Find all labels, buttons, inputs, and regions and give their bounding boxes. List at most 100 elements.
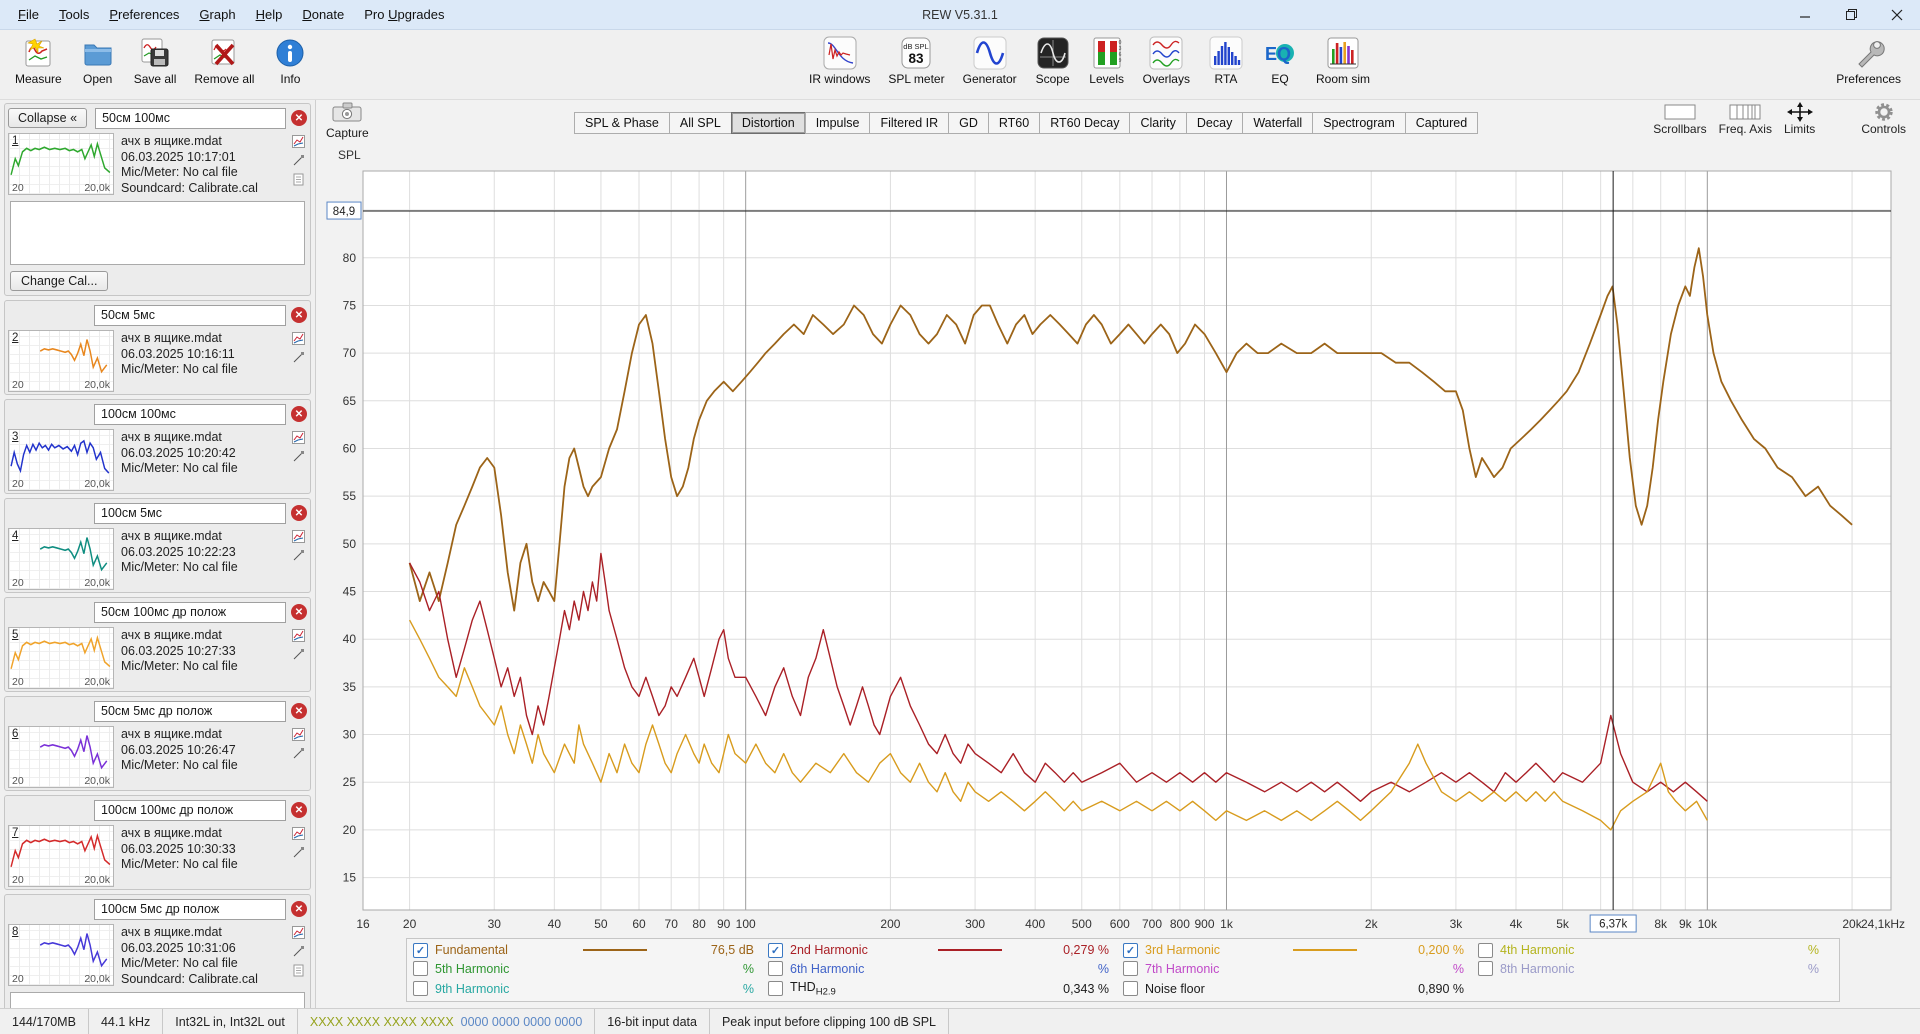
menu-help[interactable]: Help [255,7,283,22]
measurement-thumbnail[interactable]: 7 20 20,0k [8,825,114,887]
notes-doc-icon[interactable] [292,964,305,980]
fundamental-checkbox[interactable]: ✓ [413,942,428,958]
limits-button[interactable]: Limits [1778,100,1821,138]
measurement-name-field[interactable]: 100см 5мс др полож [94,898,286,920]
freq-axis-button[interactable]: Freq. Axis [1713,100,1778,138]
measurement-item[interactable]: 50см 5мс ✕ 2 20 20,0k ачх в ящике.mdat 06.03.2… [4,300,311,395]
tab-clarity[interactable]: Clarity [1129,112,1187,134]
mini-chart-icon[interactable] [292,530,305,546]
remove-all-button[interactable]: Remove all [185,32,263,89]
measurement-item[interactable]: 100см 5мс ✕ 4 20 20,0k ачх в ящике.mdat 06.03.… [4,498,311,593]
measurement-item[interactable]: 100см 100мс ✕ 3 20 20,0k ачх в ящике.mdat 06.0… [4,399,311,494]
measurement-thumbnail[interactable]: 4 20 20,0k [8,528,114,590]
tab-all-spl[interactable]: All SPL [668,112,732,134]
measurement-thumbnail[interactable]: 2 20 20,0k [8,330,114,392]
measurement-item[interactable]: 50см 5мс др полож ✕ 6 20 20,0k ачх в ящике.md… [4,696,311,791]
distortion-chart[interactable]: 80 75 70 65 60 55 50 45 40 35 30 25 20 15 16 20 30 40 50 60… [316,140,1920,940]
tab-spl-phase[interactable]: SPL & Phase [574,112,670,134]
trim-line-icon[interactable] [292,648,305,664]
minimize-button[interactable] [1782,0,1828,29]
mini-chart-icon[interactable] [292,135,305,151]
2nd-harmonic-checkbox[interactable]: ✓ [768,942,783,958]
5th-harmonic-checkbox[interactable] [413,961,428,977]
9th-harmonic-checkbox[interactable] [413,981,428,996]
measurement-name-field[interactable]: 100см 100мс [94,403,286,425]
measurement-name-field[interactable]: 50см 100мс др полож [94,601,286,623]
tab-distortion[interactable]: Distortion [730,112,806,134]
capture-button[interactable]: Capture [326,101,369,140]
measurement-name-field[interactable]: 50см 5мс др полож [94,700,286,722]
6th-harmonic-checkbox[interactable] [768,961,783,977]
7th-harmonic-checkbox[interactable] [1123,961,1138,977]
spl-meter-button[interactable]: dB SPL 83 SPL meter [879,32,953,89]
measurement-item[interactable]: 100см 100мс др полож ✕ 7 20 20,0k ачх в ящике… [4,795,311,890]
save-all-button[interactable]: Save all [125,32,186,89]
trim-line-icon[interactable] [292,747,305,763]
restore-button[interactable] [1828,0,1874,29]
close-button[interactable] [1874,0,1920,29]
tab-waterfall[interactable]: Waterfall [1242,112,1314,134]
measurement-thumbnail[interactable]: 5 20 20,0k [8,627,114,689]
notes-doc-icon[interactable] [292,173,305,189]
tab-spectrogram[interactable]: Spectrogram [1312,112,1406,134]
preferences-button[interactable]: Preferences [1827,32,1910,89]
measurement-notes-field[interactable] [10,201,305,265]
menu-pro-upgrades[interactable]: Pro Upgrades [364,7,445,22]
measurement-thumbnail[interactable]: 3 20 20,0k [8,429,114,491]
tab-gd[interactable]: GD [948,112,989,134]
menu-donate[interactable]: Donate [302,7,345,22]
ir-windows-button[interactable]: IR windows [800,32,879,89]
delete-measurement-icon[interactable]: ✕ [291,110,307,126]
tab-decay[interactable]: Decay [1185,112,1244,134]
overlays-button[interactable]: Overlays [1134,32,1199,89]
scope-button[interactable]: Scope [1026,32,1080,89]
tab-filtered-ir[interactable]: Filtered IR [869,112,950,134]
delete-measurement-icon[interactable]: ✕ [291,505,307,521]
plot-area[interactable] [363,171,1891,910]
measurement-name-field[interactable]: 100см 5мс [94,502,286,524]
mini-chart-icon[interactable] [292,926,305,942]
measurement-item[interactable]: 50см 100мс др полож ✕ 5 20 20,0k ачх в ящике.… [4,597,311,692]
tab-rt60-decay[interactable]: RT60 Decay [1039,112,1131,134]
measurement-name-field[interactable]: 100см 100мс др полож [94,799,286,821]
measurement-notes-field[interactable] [10,992,305,1008]
trim-line-icon[interactable] [292,846,305,862]
trim-line-icon[interactable] [292,154,305,170]
measurement-thumbnail[interactable]: 1 20 20,0k [8,133,114,195]
menu-file[interactable]: File [18,7,39,22]
measurement-item[interactable]: 100см 5мс др полож ✕ 8 20 20,0k ачх в ящике.m… [4,894,311,1008]
eq-button[interactable]: EQ EQ [1253,32,1307,89]
menu-tools[interactable]: Tools [58,7,90,22]
measurement-name-field[interactable]: 50см 100мс [95,107,286,129]
trim-line-icon[interactable] [292,351,305,367]
scrollbars-button[interactable]: Scrollbars [1647,100,1712,138]
change-cal-button[interactable]: Change Cal... [10,271,109,291]
mini-chart-icon[interactable] [292,332,305,348]
menu-graph[interactable]: Graph [199,7,236,22]
delete-measurement-icon[interactable]: ✕ [291,802,307,818]
menu-preferences[interactable]: Preferences [109,7,180,22]
collapse-sidebar-button[interactable]: Collapse « [8,108,88,128]
delete-measurement-icon[interactable]: ✕ [291,703,307,719]
measurement-thumbnail[interactable]: 6 20 20,0k [8,726,114,788]
measurement-thumbnail[interactable]: 8 20 20,0k [8,924,114,986]
delete-measurement-icon[interactable]: ✕ [291,604,307,620]
controls-button[interactable]: Controls [1855,100,1912,138]
noise-floor-checkbox[interactable] [1123,981,1138,996]
3rd-harmonic-checkbox[interactable]: ✓ [1123,942,1138,958]
generator-button[interactable]: Generator [954,32,1026,89]
delete-measurement-icon[interactable]: ✕ [291,406,307,422]
info-button[interactable]: Info [263,32,317,89]
rta-button[interactable]: RTA [1199,32,1253,89]
mini-chart-icon[interactable] [292,629,305,645]
tab-captured[interactable]: Captured [1404,112,1479,134]
measurement-item[interactable]: Collapse « 50см 100мс ✕ 1 20 20,0k ачх в ящике… [4,103,311,296]
measure-button[interactable]: Measure [6,32,71,89]
mini-chart-icon[interactable] [292,827,305,843]
delete-measurement-icon[interactable]: ✕ [291,901,307,917]
trim-line-icon[interactable] [292,945,305,961]
measurement-name-field[interactable]: 50см 5мс [94,304,286,326]
4th-harmonic-checkbox[interactable] [1478,942,1493,958]
trim-line-icon[interactable] [292,549,305,565]
